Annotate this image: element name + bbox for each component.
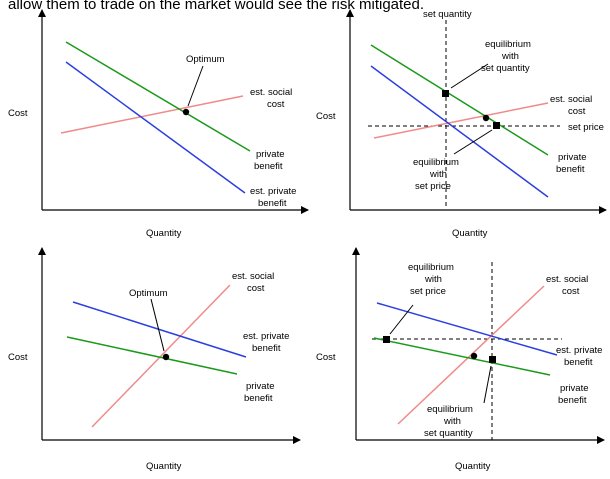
optimum-pointer xyxy=(150,298,165,352)
est-private-benefit-line xyxy=(370,65,549,198)
equilibrium-set-quantity-label-line1: equilibrium xyxy=(427,404,473,415)
est-social-cost-label: est. social cost xyxy=(250,87,295,110)
private-benefit-label: private benefit xyxy=(556,152,589,175)
est-social-cost-label-line2: cost xyxy=(247,283,265,294)
equilibrium-set-price-pointer xyxy=(453,129,493,155)
panel-bottom-left: Cost Quantity Optimum est. social cost e… xyxy=(8,247,301,472)
private-benefit-line xyxy=(65,41,251,152)
equilibrium-set-price-label-line3: set price xyxy=(415,181,451,192)
private-benefit-label-line2: benefit xyxy=(244,393,273,404)
est-social-cost-label: est. social cost xyxy=(546,274,591,297)
equilibrium-set-price-label-line2: with xyxy=(429,169,447,180)
est-social-cost-label-line1: est. social xyxy=(546,274,588,285)
equilibrium-set-quantity-label: equilibrium with set quantity xyxy=(424,404,476,439)
est-private-benefit-label-line1: est. private xyxy=(250,186,296,197)
est-social-cost-label-line1: est. social xyxy=(550,94,592,105)
equilibrium-set-price-label: equilibrium with set price xyxy=(408,262,457,297)
private-benefit-label-line1: private xyxy=(558,152,587,163)
equilibrium-set-price-label-line2: with xyxy=(424,274,442,285)
set-price-label: set price xyxy=(568,122,604,133)
private-benefit-label: private benefit xyxy=(558,383,591,406)
private-benefit-line xyxy=(66,336,238,375)
private-benefit-label: private benefit xyxy=(244,381,277,404)
optimum-pointer xyxy=(187,65,204,107)
est-private-benefit-label-line2: benefit xyxy=(564,357,593,368)
optimum-point xyxy=(182,108,190,116)
x-axis-title: Quantity xyxy=(455,461,491,472)
equilibrium-set-quantity-pointer xyxy=(450,63,489,89)
est-social-cost-label-line1: est. social xyxy=(250,87,292,98)
est-private-benefit-label: est. private benefit xyxy=(243,331,292,354)
est-social-cost-line xyxy=(91,284,231,428)
est-private-benefit-label-line1: est. private xyxy=(243,331,289,342)
equilibrium-set-price-label-line1: equilibrium xyxy=(413,157,459,168)
est-private-benefit-label-line2: benefit xyxy=(252,343,281,354)
est-private-benefit-line xyxy=(65,61,246,194)
private-benefit-label-line2: benefit xyxy=(254,161,283,172)
private-benefit-label-line2: benefit xyxy=(558,395,587,406)
est-social-cost-label-line2: cost xyxy=(267,99,285,110)
est-social-cost-label-line2: cost xyxy=(568,106,586,117)
panel-top-right: Cost Quantity set quantity equilibrium w… xyxy=(316,9,607,239)
est-social-cost-label-line2: cost xyxy=(562,286,580,297)
private-benefit-label-line2: benefit xyxy=(556,164,585,175)
equilibrium-set-quantity-label-line2: with xyxy=(443,416,461,427)
x-axis-title: Quantity xyxy=(146,228,182,239)
optimum-point xyxy=(470,352,478,360)
private-benefit-label-line1: private xyxy=(256,149,285,160)
equilibrium-set-price-label-line3: set price xyxy=(410,286,446,297)
x-axis-title: Quantity xyxy=(452,228,488,239)
panel-top-left: Cost Quantity Optimum est. social cost p… xyxy=(8,9,309,239)
y-axis-title: Cost xyxy=(316,352,336,363)
equilibrium-set-quantity-pointer xyxy=(483,365,492,404)
private-benefit-label-line1: private xyxy=(246,381,275,392)
equilibrium-set-quantity-label: equilibrium with set quantity xyxy=(481,39,534,74)
private-benefit-line xyxy=(373,337,551,376)
est-private-benefit-label-line2: benefit xyxy=(258,198,287,209)
equilibrium-set-quantity-label-line3: set quantity xyxy=(481,63,530,74)
private-benefit-label: private benefit xyxy=(254,149,287,172)
equilibrium-set-price-label-line1: equilibrium xyxy=(408,262,454,273)
optimum-point xyxy=(482,114,490,122)
private-benefit-label-line1: private xyxy=(560,383,589,394)
set-quantity-label: set quantity xyxy=(423,9,472,20)
equilibrium-set-quantity-marker xyxy=(442,90,449,97)
y-axis-title: Cost xyxy=(8,108,28,119)
equilibrium-set-quantity-label-line2: with xyxy=(501,51,519,62)
equilibrium-set-price-marker xyxy=(383,336,390,343)
header-caption: allow them to trade on the market would … xyxy=(8,0,424,13)
est-private-benefit-line xyxy=(376,302,558,356)
equilibrium-set-quantity-label-line3: set quantity xyxy=(424,428,473,439)
equilibrium-set-price-label: equilibrium with set price xyxy=(413,157,462,192)
y-axis-title: Cost xyxy=(316,111,336,122)
equilibrium-set-quantity-marker xyxy=(489,356,496,363)
est-social-cost-label: est. social cost xyxy=(550,94,595,117)
est-private-benefit-line xyxy=(72,301,247,358)
equilibrium-set-price-pointer xyxy=(389,304,414,335)
panel-bottom-right: Cost Quantity equilibrium with set price… xyxy=(316,247,605,472)
est-private-benefit-label-line1: est. private xyxy=(556,345,602,356)
est-social-cost-label: est. social cost xyxy=(232,271,277,294)
equilibrium-set-price-marker xyxy=(493,122,500,129)
private-benefit-line xyxy=(370,44,549,156)
y-axis-title: Cost xyxy=(8,352,28,363)
est-private-benefit-label: est. private benefit xyxy=(250,186,299,209)
optimum-point xyxy=(162,353,170,361)
x-axis-title: Quantity xyxy=(146,461,182,472)
est-social-cost-label-line1: est. social xyxy=(232,271,274,282)
est-social-cost-line xyxy=(60,95,244,134)
est-social-cost-line xyxy=(373,102,549,139)
est-private-benefit-label: est. private benefit xyxy=(556,345,605,368)
optimum-label: Optimum xyxy=(129,288,168,299)
optimum-label: Optimum xyxy=(186,54,225,65)
equilibrium-set-quantity-label-line1: equilibrium xyxy=(485,39,531,50)
